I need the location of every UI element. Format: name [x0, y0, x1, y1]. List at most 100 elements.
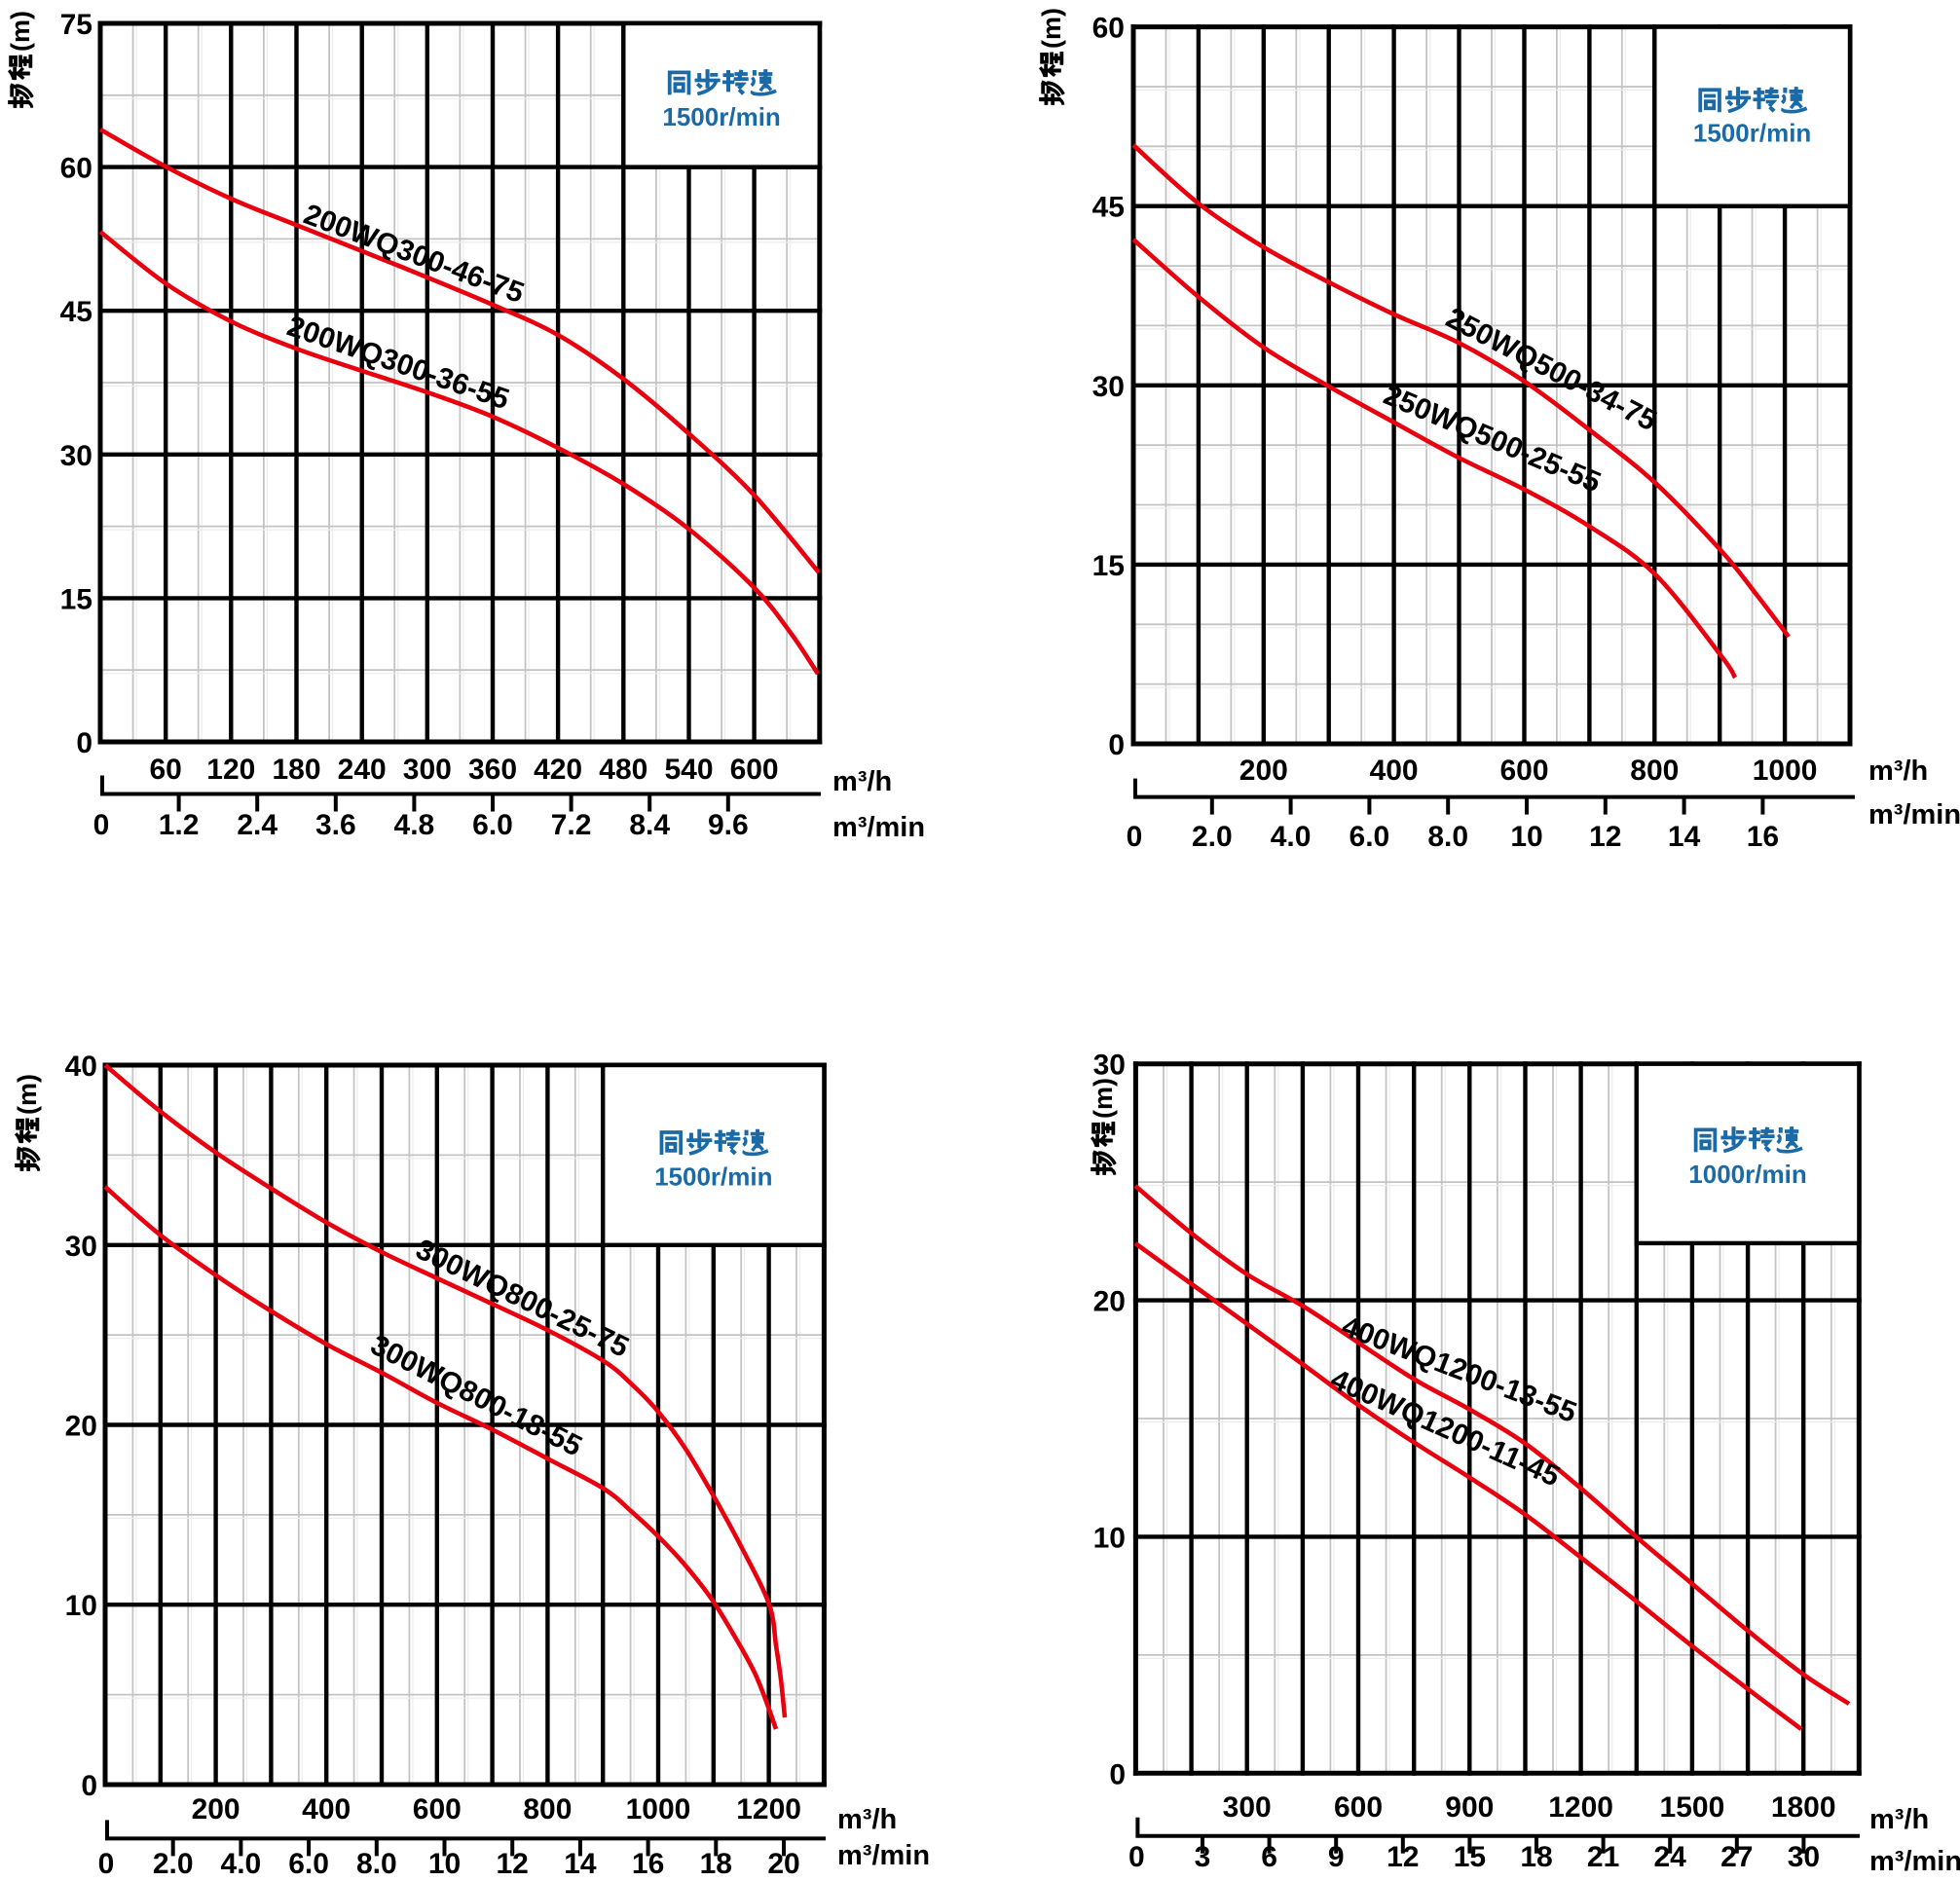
- svg-text:7.2: 7.2: [551, 809, 592, 841]
- svg-text:2.4: 2.4: [237, 809, 277, 841]
- svg-text:75: 75: [60, 9, 92, 41]
- svg-text:(m): (m): [1089, 1078, 1118, 1119]
- svg-text:60: 60: [150, 754, 182, 786]
- svg-text:12: 12: [1589, 821, 1621, 853]
- svg-text:1500r/min: 1500r/min: [1693, 119, 1811, 148]
- svg-text:0: 0: [1108, 729, 1125, 761]
- svg-text:8.0: 8.0: [356, 1848, 397, 1880]
- svg-text:m³/h: m³/h: [832, 766, 892, 797]
- svg-text:0: 0: [1109, 1758, 1126, 1790]
- svg-text:800: 800: [523, 1793, 572, 1826]
- svg-text:4.8: 4.8: [394, 809, 435, 841]
- svg-text:1500r/min: 1500r/min: [662, 102, 780, 131]
- svg-text:9.6: 9.6: [708, 809, 749, 841]
- svg-text:1200: 1200: [1548, 1791, 1613, 1824]
- svg-text:420: 420: [534, 754, 582, 786]
- svg-text:600: 600: [413, 1793, 462, 1826]
- svg-text:10: 10: [428, 1848, 461, 1880]
- svg-text:m³/min: m³/min: [1869, 1846, 1960, 1877]
- svg-text:27: 27: [1720, 1841, 1753, 1873]
- svg-text:10: 10: [65, 1590, 97, 1622]
- svg-text:15: 15: [1092, 550, 1125, 582]
- svg-text:20: 20: [65, 1411, 97, 1443]
- svg-text:20: 20: [1093, 1286, 1126, 1318]
- svg-text:200: 200: [192, 1793, 240, 1826]
- svg-text:540: 540: [664, 754, 713, 786]
- svg-text:8.0: 8.0: [1427, 821, 1468, 853]
- svg-text:16: 16: [632, 1848, 664, 1880]
- svg-text:200: 200: [1239, 755, 1288, 787]
- svg-text:15: 15: [60, 583, 92, 615]
- svg-text:600: 600: [1334, 1791, 1383, 1824]
- svg-text:10: 10: [1093, 1522, 1126, 1554]
- svg-text:8.4: 8.4: [629, 809, 670, 841]
- svg-text:4.0: 4.0: [1271, 821, 1312, 853]
- svg-text:12: 12: [1387, 1841, 1419, 1873]
- svg-text:300: 300: [403, 754, 452, 786]
- svg-text:3.6: 3.6: [315, 809, 356, 841]
- svg-text:30: 30: [1788, 1841, 1820, 1873]
- svg-text:m³/min: m³/min: [832, 812, 925, 843]
- svg-text:0: 0: [98, 1848, 115, 1880]
- svg-text:16: 16: [1747, 821, 1779, 853]
- svg-text:12: 12: [497, 1848, 529, 1880]
- svg-text:30: 30: [1092, 371, 1125, 403]
- svg-text:900: 900: [1445, 1791, 1494, 1824]
- svg-text:m³/min: m³/min: [1868, 799, 1960, 830]
- svg-text:3: 3: [1195, 1841, 1211, 1873]
- svg-text:1000: 1000: [626, 1793, 691, 1826]
- svg-text:400: 400: [1370, 755, 1419, 787]
- svg-text:m³/h: m³/h: [837, 1804, 897, 1835]
- svg-text:300: 300: [1223, 1791, 1272, 1824]
- svg-text:m³/h: m³/h: [1869, 1804, 1929, 1835]
- svg-text:1800: 1800: [1771, 1791, 1836, 1824]
- svg-text:m³/h: m³/h: [1868, 756, 1928, 787]
- svg-text:1000: 1000: [1753, 755, 1818, 787]
- svg-text:1000r/min: 1000r/min: [1688, 1160, 1806, 1189]
- svg-text:800: 800: [1630, 755, 1679, 787]
- svg-text:2.0: 2.0: [1192, 821, 1233, 853]
- svg-text:30: 30: [65, 1231, 97, 1263]
- svg-text:15: 15: [1454, 1841, 1486, 1873]
- svg-text:0: 0: [93, 809, 110, 841]
- svg-text:m³/min: m³/min: [837, 1840, 930, 1871]
- svg-text:45: 45: [1092, 192, 1125, 224]
- svg-text:14: 14: [564, 1848, 597, 1880]
- svg-text:600: 600: [730, 754, 779, 786]
- svg-text:20: 20: [767, 1848, 799, 1880]
- svg-text:(m): (m): [1037, 8, 1066, 49]
- svg-text:1200: 1200: [736, 1793, 801, 1826]
- svg-text:45: 45: [60, 296, 92, 328]
- svg-text:1500: 1500: [1660, 1791, 1725, 1824]
- svg-text:400: 400: [302, 1793, 351, 1826]
- svg-text:120: 120: [206, 754, 255, 786]
- svg-text:21: 21: [1587, 1841, 1619, 1873]
- svg-text:1500r/min: 1500r/min: [654, 1162, 772, 1191]
- svg-text:6: 6: [1261, 1841, 1277, 1873]
- svg-text:180: 180: [272, 754, 320, 786]
- svg-text:240: 240: [338, 754, 387, 786]
- svg-text:(m): (m): [6, 11, 35, 52]
- svg-text:30: 30: [1093, 1050, 1126, 1082]
- svg-text:30: 30: [60, 440, 92, 472]
- svg-text:40: 40: [65, 1051, 97, 1083]
- svg-text:6.0: 6.0: [472, 809, 513, 841]
- svg-text:60: 60: [1092, 13, 1125, 45]
- svg-text:480: 480: [599, 754, 647, 786]
- svg-text:2.0: 2.0: [153, 1848, 194, 1880]
- svg-text:6.0: 6.0: [1350, 821, 1390, 853]
- svg-text:18: 18: [700, 1848, 732, 1880]
- svg-text:4.0: 4.0: [221, 1848, 262, 1880]
- svg-text:24: 24: [1654, 1841, 1687, 1873]
- svg-text:0: 0: [1128, 1841, 1145, 1873]
- svg-text:14: 14: [1668, 821, 1701, 853]
- svg-text:0: 0: [81, 1770, 97, 1802]
- svg-text:(m): (m): [13, 1074, 42, 1115]
- svg-text:360: 360: [468, 754, 517, 786]
- svg-text:0: 0: [1127, 821, 1143, 853]
- svg-text:600: 600: [1499, 755, 1548, 787]
- svg-text:18: 18: [1520, 1841, 1552, 1873]
- svg-text:1.2: 1.2: [159, 809, 200, 841]
- svg-text:9: 9: [1328, 1841, 1345, 1873]
- svg-text:60: 60: [60, 153, 92, 185]
